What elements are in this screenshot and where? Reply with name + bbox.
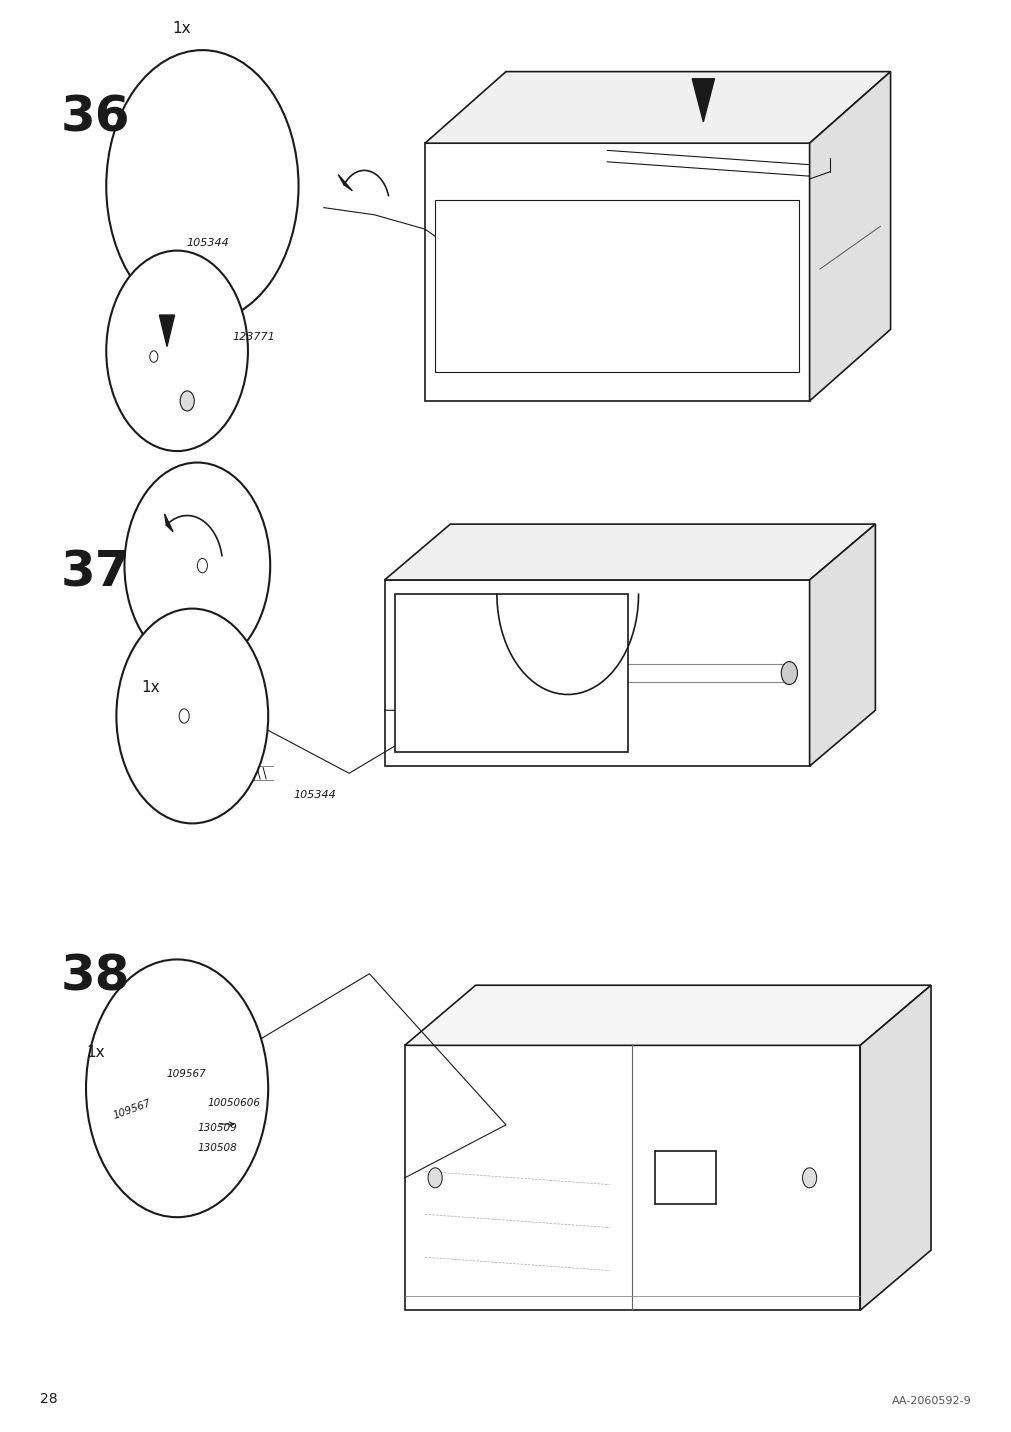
Text: 38: 38: [61, 952, 130, 1001]
Circle shape: [780, 662, 797, 684]
Circle shape: [180, 391, 194, 411]
Polygon shape: [435, 200, 799, 372]
Polygon shape: [425, 72, 890, 143]
Circle shape: [116, 609, 268, 823]
Text: 109567: 109567: [111, 1098, 152, 1121]
Polygon shape: [404, 985, 930, 1045]
Polygon shape: [384, 524, 875, 580]
Text: 130509: 130509: [197, 1124, 237, 1133]
Text: 1x: 1x: [86, 1045, 104, 1060]
Text: 36: 36: [61, 93, 130, 142]
Text: AA-2060592-9: AA-2060592-9: [891, 1396, 971, 1406]
Polygon shape: [394, 594, 628, 752]
Circle shape: [106, 50, 298, 322]
Circle shape: [428, 1169, 442, 1189]
Text: 105344: 105344: [186, 239, 228, 248]
Polygon shape: [165, 514, 173, 531]
Text: 130508: 130508: [197, 1144, 237, 1153]
Text: 105344: 105344: [293, 790, 336, 799]
Circle shape: [124, 463, 270, 669]
Polygon shape: [384, 580, 809, 766]
Circle shape: [150, 351, 158, 362]
Circle shape: [802, 1169, 816, 1189]
Text: 1x: 1x: [172, 21, 190, 36]
Text: 28: 28: [40, 1392, 58, 1406]
Circle shape: [86, 959, 268, 1217]
Polygon shape: [404, 1045, 859, 1310]
Polygon shape: [809, 524, 875, 766]
Text: 123771: 123771: [233, 332, 275, 341]
Text: 1x: 1x: [142, 680, 160, 695]
Text: 10050606: 10050606: [207, 1098, 260, 1107]
Polygon shape: [859, 985, 930, 1310]
Polygon shape: [338, 175, 352, 190]
Polygon shape: [159, 315, 174, 347]
Circle shape: [197, 558, 207, 573]
Polygon shape: [692, 79, 714, 122]
Polygon shape: [809, 72, 890, 401]
Text: 109567: 109567: [167, 1070, 206, 1078]
Circle shape: [106, 251, 248, 451]
Polygon shape: [425, 143, 809, 401]
Circle shape: [179, 709, 189, 723]
Text: 37: 37: [61, 548, 130, 597]
